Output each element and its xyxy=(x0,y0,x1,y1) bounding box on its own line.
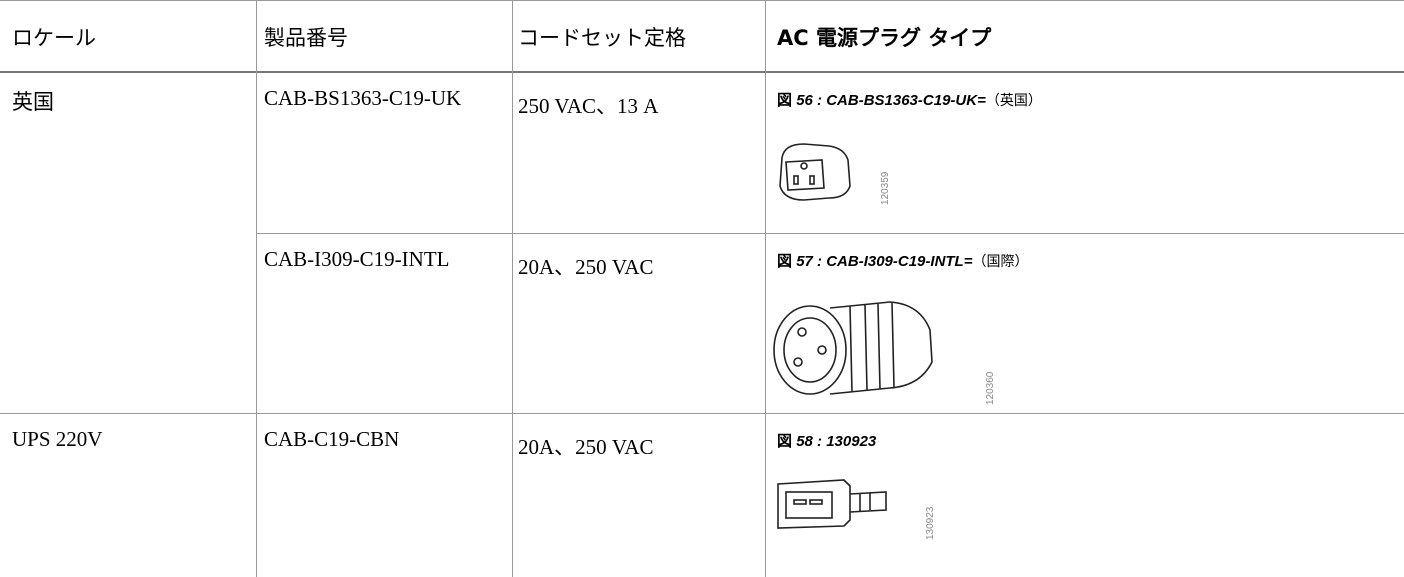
figure-number: 57 : CAB-I309-C19-INTL= xyxy=(796,253,973,270)
rule xyxy=(256,233,1404,234)
figure-number: 58 : 130923 xyxy=(796,433,877,450)
plug-uk-icon xyxy=(779,143,851,201)
rule xyxy=(256,0,257,577)
rating: 250 VAC、13 A xyxy=(518,94,659,118)
figure-caption: 図 56 : CAB-BS1363-C19-UK=（英国） xyxy=(777,89,1042,110)
plug-c19-icon xyxy=(777,479,887,529)
plug-intl-icon xyxy=(773,301,933,395)
figure-caption: 図 58 : 130923 xyxy=(777,430,876,451)
figure-caption: 図 57 : CAB-I309-C19-INTL=（国際） xyxy=(777,250,1028,271)
rule xyxy=(0,71,1404,73)
figure-prefix: 図 xyxy=(777,433,793,450)
part-number: CAB-BS1363-C19-UK xyxy=(264,86,462,110)
header-cell: AC 電源プラグ タイプ xyxy=(777,26,992,50)
figure-id: 130923 xyxy=(925,506,936,540)
figure-suffix: （国際） xyxy=(972,254,1029,270)
header-cell: コードセット定格 xyxy=(518,26,686,50)
rating: 20A、250 VAC xyxy=(518,255,654,279)
figure-prefix: 図 xyxy=(777,92,793,109)
figure-suffix: （英国） xyxy=(985,93,1042,109)
rule xyxy=(0,0,1404,1)
figure-number: 56 : CAB-BS1363-C19-UK= xyxy=(796,92,986,109)
figure-prefix: 図 xyxy=(777,253,793,270)
rule xyxy=(765,0,766,577)
figure-id: 120359 xyxy=(880,171,891,205)
rule xyxy=(512,0,513,577)
part-number: CAB-I309-C19-INTL xyxy=(264,247,450,271)
header-cell: ロケール xyxy=(12,26,96,50)
header-cell: 製品番号 xyxy=(264,26,348,50)
rule xyxy=(0,413,1404,414)
part-number: CAB-C19-CBN xyxy=(264,427,400,451)
figure-id: 120360 xyxy=(985,371,996,405)
locale-cell: 英国 xyxy=(12,90,54,114)
locale-cell: UPS 220V xyxy=(12,427,103,451)
rating: 20A、250 VAC xyxy=(518,435,654,459)
